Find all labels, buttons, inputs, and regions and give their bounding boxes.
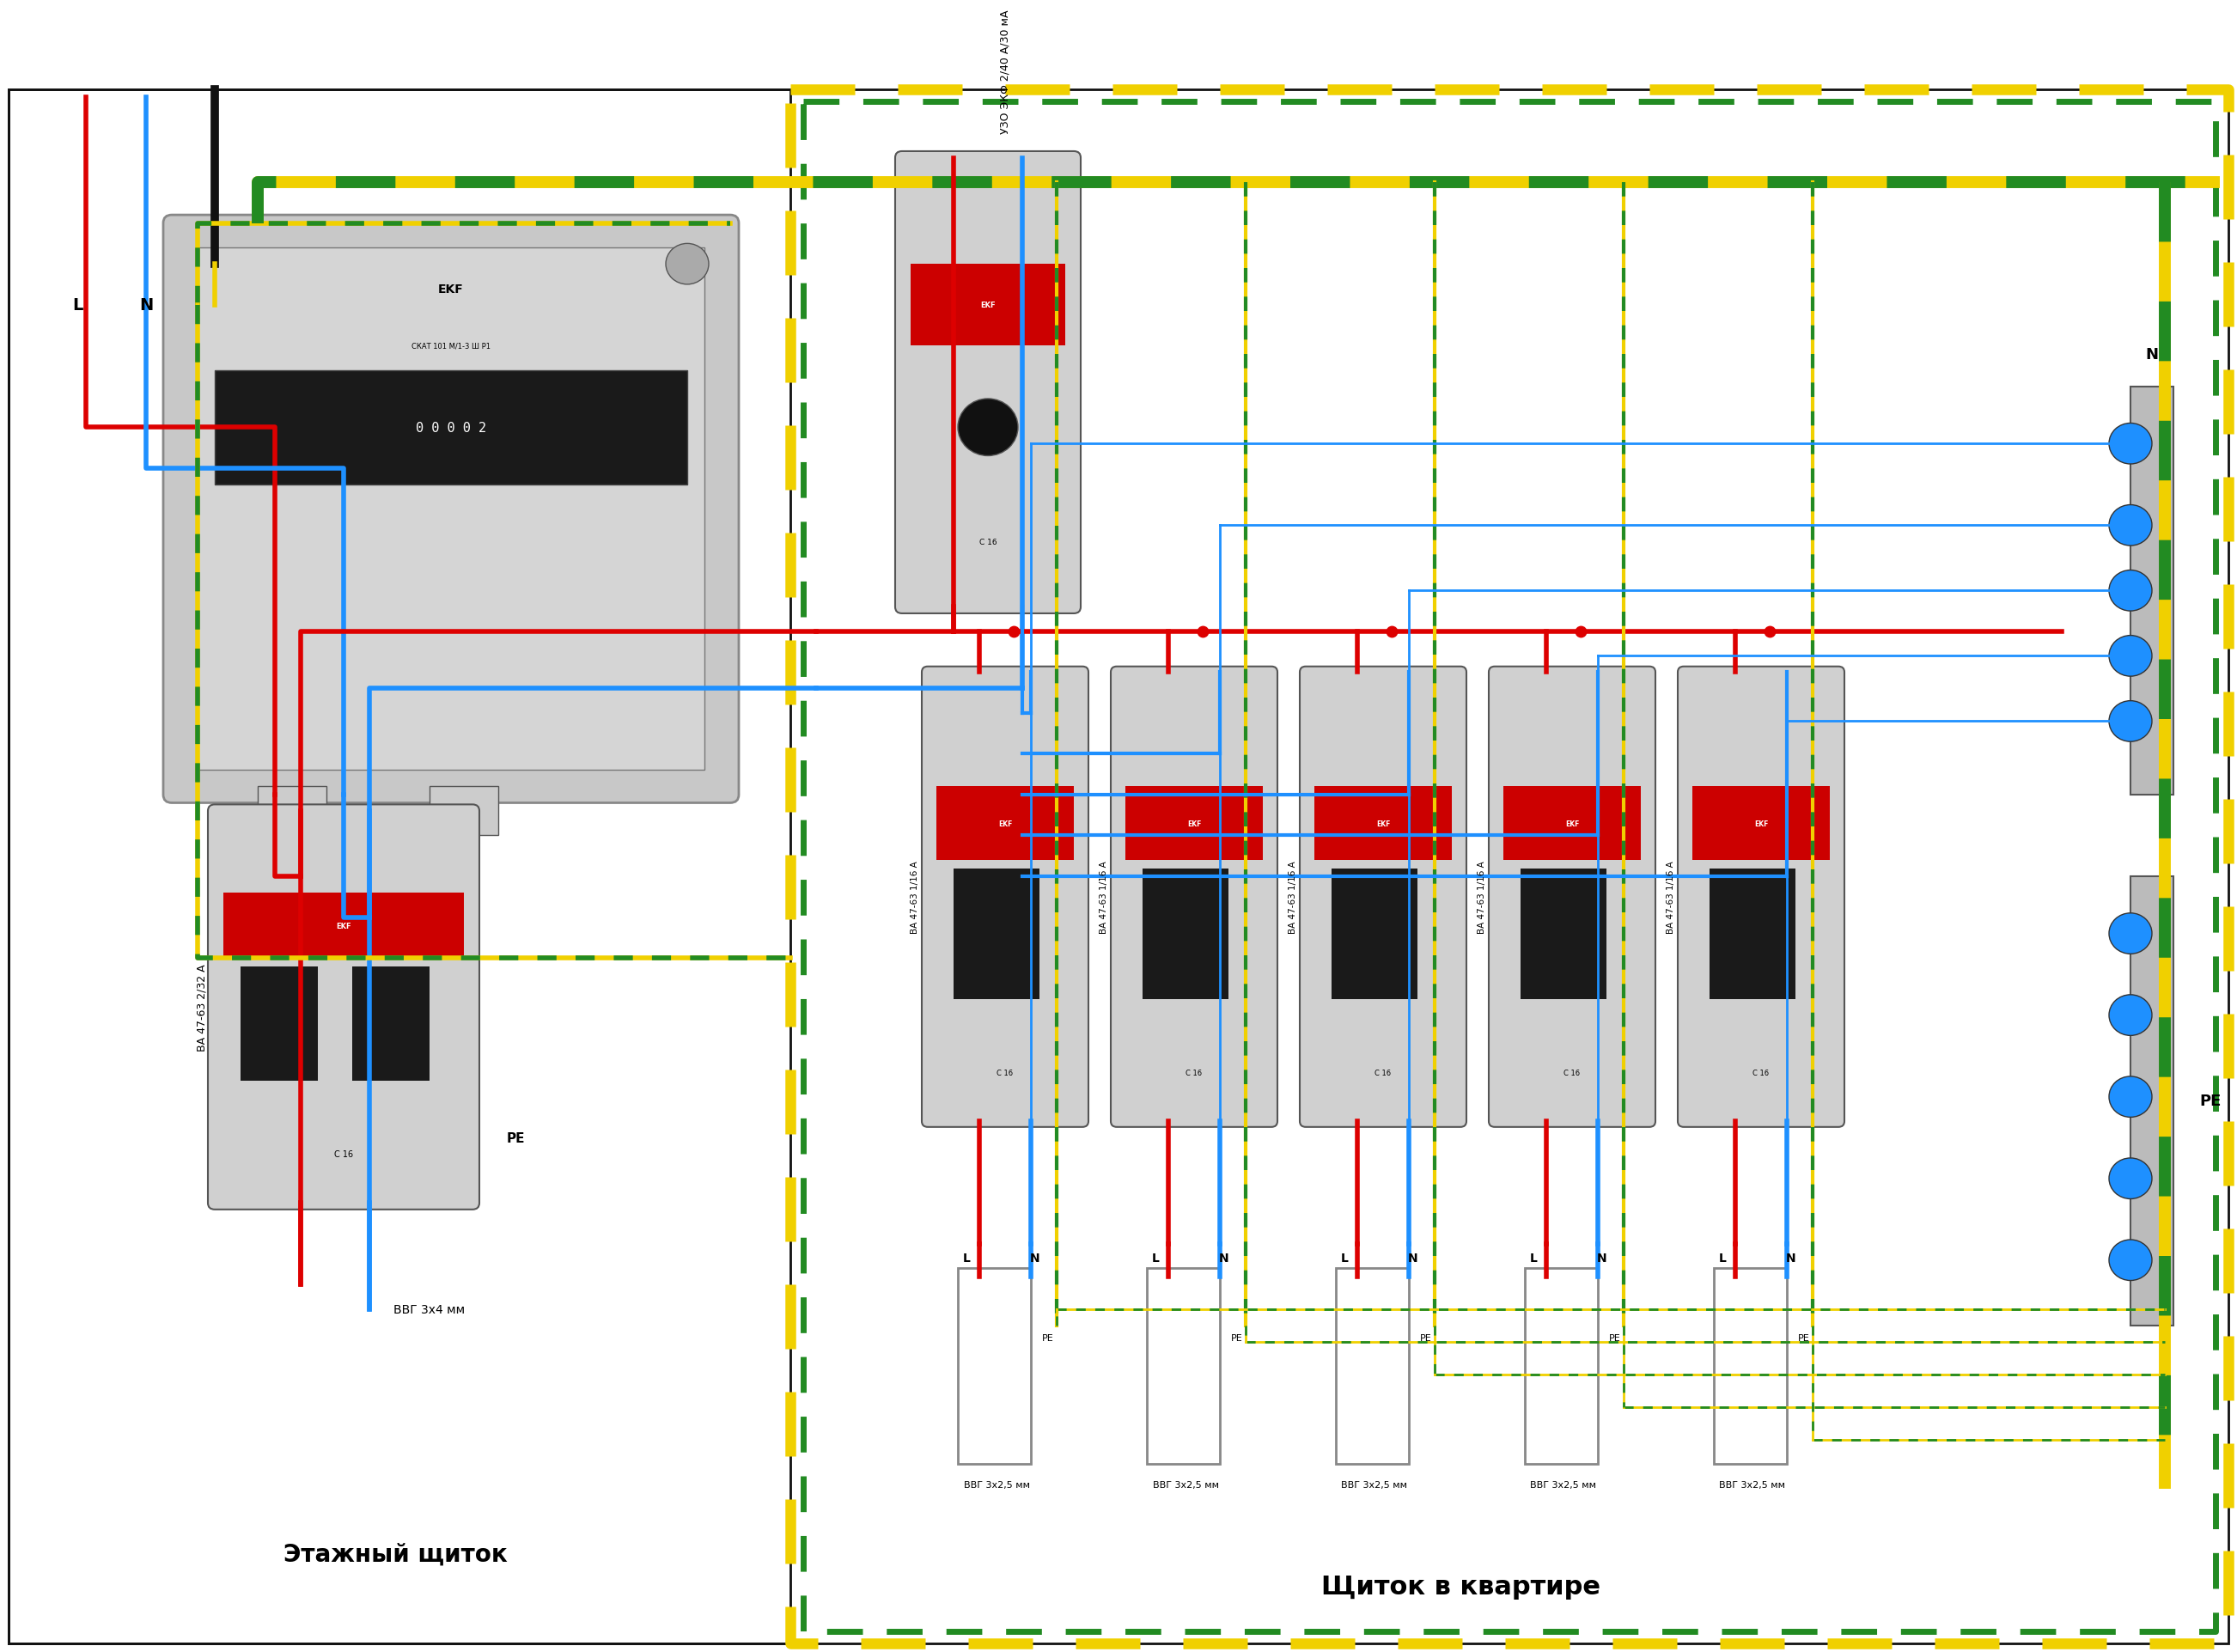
Circle shape [2109, 1158, 2152, 1199]
Text: N: N [1031, 1252, 1040, 1264]
Bar [937, 786, 1074, 861]
Text: ВА 47-63 1/16 А: ВА 47-63 1/16 А [1101, 861, 1107, 933]
Text: EKF: EKF [1566, 819, 1579, 828]
Bar [2130, 387, 2174, 795]
Text: PE: PE [1042, 1333, 1054, 1343]
Text: ВВГ 3х2,5 мм: ВВГ 3х2,5 мм [1720, 1480, 1785, 1488]
FancyBboxPatch shape [1300, 667, 1467, 1127]
Text: ВА 47-63 1/16 А: ВА 47-63 1/16 А [1479, 861, 1485, 933]
Text: C 16: C 16 [1564, 1069, 1579, 1077]
Text: УЗО ЭКФ 2/40 А/30 мА: УЗО ЭКФ 2/40 А/30 мА [1000, 10, 1011, 134]
Bar [1143, 869, 1228, 999]
Text: ВА 47-63 2/32 А: ВА 47-63 2/32 А [197, 963, 208, 1051]
Circle shape [2109, 914, 2152, 955]
Bar [2130, 877, 2174, 1325]
Bar [957, 1269, 1031, 1464]
FancyBboxPatch shape [1112, 667, 1277, 1127]
Bar [1125, 786, 1264, 861]
Text: PE: PE [1608, 1333, 1622, 1343]
Text: PE: PE [1420, 1333, 1432, 1343]
Text: ВА 47-63 1/16 А: ВА 47-63 1/16 А [1289, 861, 1297, 933]
Text: L: L [1530, 1252, 1537, 1264]
Text: N: N [2145, 347, 2159, 362]
Bar [257, 786, 327, 836]
FancyBboxPatch shape [163, 216, 738, 803]
Bar [1503, 786, 1640, 861]
Text: ВВГ 3х2,5 мм: ВВГ 3х2,5 мм [1530, 1480, 1597, 1488]
Text: N: N [139, 297, 152, 314]
Text: ВА 47-63 1/16 А: ВА 47-63 1/16 А [910, 861, 919, 933]
Text: C 16: C 16 [1376, 1069, 1391, 1077]
FancyBboxPatch shape [922, 667, 1089, 1127]
Text: ВВГ 3х4 мм: ВВГ 3х4 мм [394, 1303, 465, 1315]
Bar [242, 966, 318, 1080]
Bar [910, 264, 1065, 347]
Bar [1526, 1269, 1597, 1464]
Bar [224, 894, 463, 958]
Text: L: L [1340, 1252, 1349, 1264]
Text: ВВГ 3х2,5 мм: ВВГ 3х2,5 мм [964, 1480, 1029, 1488]
Circle shape [2109, 1077, 2152, 1117]
Text: L: L [1152, 1252, 1159, 1264]
FancyBboxPatch shape [895, 152, 1080, 615]
Text: N: N [1785, 1252, 1796, 1264]
Bar [1693, 786, 1830, 861]
Circle shape [957, 400, 1018, 456]
Text: N: N [1597, 1252, 1606, 1264]
Text: СКАТ 101 М/1-3 Ш Р1: СКАТ 101 М/1-3 Ш Р1 [412, 342, 490, 350]
Text: EKF: EKF [1376, 819, 1389, 828]
Text: C 16: C 16 [1754, 1069, 1769, 1077]
Bar [1315, 786, 1452, 861]
Text: L: L [962, 1252, 971, 1264]
Bar [1335, 1269, 1409, 1464]
Text: EKF: EKF [998, 819, 1011, 828]
Bar [1521, 869, 1606, 999]
Circle shape [2109, 995, 2152, 1036]
Circle shape [2109, 1241, 2152, 1280]
Text: ВВГ 3х2,5 мм: ВВГ 3х2,5 мм [1152, 1480, 1219, 1488]
Text: C 16: C 16 [980, 539, 998, 545]
Bar [9, 89, 790, 1644]
Bar [1331, 869, 1418, 999]
Text: Щиток в квартире: Щиток в квартире [1320, 1574, 1599, 1599]
Text: PE: PE [1230, 1333, 1244, 1343]
Text: EKF: EKF [980, 302, 995, 309]
Text: L: L [72, 297, 83, 314]
Bar [953, 869, 1040, 999]
Text: C 16: C 16 [333, 1150, 353, 1158]
Text: EKF: EKF [1188, 819, 1201, 828]
Text: EKF: EKF [438, 282, 463, 296]
Text: EKF: EKF [336, 922, 351, 930]
Text: ВВГ 3х2,5 мм: ВВГ 3х2,5 мм [1342, 1480, 1407, 1488]
Text: N: N [1407, 1252, 1418, 1264]
FancyBboxPatch shape [1490, 667, 1655, 1127]
Text: N: N [1219, 1252, 1228, 1264]
Bar [215, 370, 687, 486]
FancyBboxPatch shape [1678, 667, 1846, 1127]
Circle shape [2109, 506, 2152, 547]
Text: ВА 47-63 1/16 А: ВА 47-63 1/16 А [1667, 861, 1676, 933]
Bar [1714, 1269, 1787, 1464]
Text: Этажный щиток: Этажный щиток [284, 1541, 508, 1566]
Text: PE: PE [2199, 1094, 2221, 1108]
Text: PE: PE [508, 1132, 526, 1145]
Circle shape [2109, 423, 2152, 464]
Circle shape [667, 244, 709, 286]
Text: PE: PE [1799, 1333, 1810, 1343]
Circle shape [2109, 636, 2152, 677]
Bar [1709, 869, 1796, 999]
FancyBboxPatch shape [208, 805, 479, 1209]
Bar [1148, 1269, 1219, 1464]
Text: L: L [1718, 1252, 1727, 1264]
Circle shape [2109, 700, 2152, 742]
Circle shape [2109, 570, 2152, 611]
Bar [197, 248, 705, 770]
Bar [351, 966, 430, 1080]
Bar [430, 786, 499, 836]
Text: C 16: C 16 [998, 1069, 1013, 1077]
Text: C 16: C 16 [1186, 1069, 1201, 1077]
Text: EKF: EKF [1754, 819, 1767, 828]
Text: 0 0 0 0 2: 0 0 0 0 2 [416, 421, 485, 434]
